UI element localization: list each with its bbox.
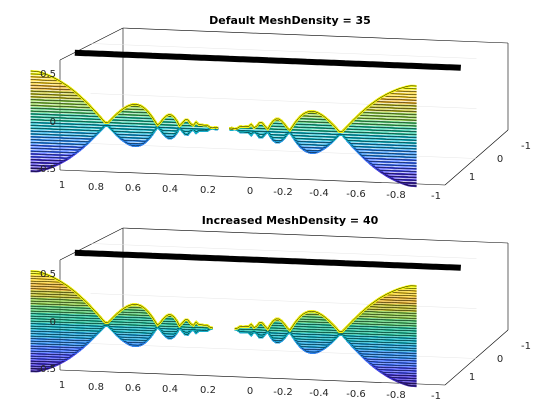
surface-contour-edge bbox=[30, 122, 417, 138]
x-tick-label: -0.8 bbox=[386, 190, 406, 201]
x-tick-label: 0.2 bbox=[200, 185, 216, 196]
y-tick-labels: -1 0 1 bbox=[469, 141, 531, 183]
y-tick-labels: -1 0 1 bbox=[469, 341, 531, 383]
x-tick-label: -0.4 bbox=[309, 188, 329, 199]
z-tick-label: -0.5 bbox=[36, 364, 56, 375]
chart-title: Default MeshDensity = 35 bbox=[209, 14, 371, 27]
subplot-2[interactable]: Increased MeshDensity = 40 1 0.8 0.6 0.4… bbox=[30, 214, 531, 402]
z-tick-label: 0 bbox=[50, 317, 56, 328]
x-tick-label: 0.6 bbox=[125, 183, 141, 194]
surface-contour-edge bbox=[30, 325, 417, 342]
surface-contour-edge bbox=[30, 116, 417, 133]
x-tick-label: 0.4 bbox=[162, 384, 178, 395]
y-tick-label: 0 bbox=[497, 154, 503, 165]
surface-top-edges bbox=[74, 249, 462, 271]
z-tick-labels: 0.5 0 -0.5 bbox=[36, 269, 56, 375]
x-tick-label: -0.6 bbox=[346, 189, 366, 200]
grid-line bbox=[90, 243, 477, 259]
x-tick-label: 0.2 bbox=[200, 385, 216, 396]
x-tick-labels: 1 0.8 0.6 0.4 0.2 0 -0.2 -0.4 -0.6 -0.8 … bbox=[59, 180, 441, 202]
surface-top-edges bbox=[74, 49, 462, 71]
x-tick-label: -1 bbox=[431, 191, 441, 202]
y-tick-label: 1 bbox=[469, 172, 475, 183]
grid-line bbox=[90, 143, 477, 159]
x-tick-label: 0.8 bbox=[88, 382, 104, 393]
y-tick-label: 0 bbox=[497, 354, 503, 365]
x-tick-label: -0.4 bbox=[309, 388, 329, 399]
surface-contour-edge bbox=[30, 70, 417, 132]
subplot-1[interactable]: Default MeshDensity = 35 1 0.8 0.6 0.4 0… bbox=[30, 14, 531, 202]
axes-box bbox=[59, 227, 509, 386]
z-tick-label: 0.5 bbox=[40, 269, 56, 280]
x-tick-label: 0.8 bbox=[88, 182, 104, 193]
surface-contour-edge bbox=[30, 320, 417, 337]
z-tick-label: 0.5 bbox=[40, 69, 56, 80]
surface-plot bbox=[30, 249, 462, 388]
x-tick-label: 0.4 bbox=[162, 184, 178, 195]
x-tick-label: -0.8 bbox=[386, 390, 406, 401]
grid-line bbox=[90, 43, 477, 59]
z-tick-label: 0 bbox=[50, 117, 56, 128]
axes-box bbox=[59, 27, 509, 186]
x-tick-label: 0 bbox=[247, 386, 253, 397]
x-tick-label: -0.6 bbox=[346, 389, 366, 400]
x-tick-label: 0 bbox=[247, 186, 253, 197]
y-tick-label: 1 bbox=[469, 372, 475, 383]
surface-contour-edge bbox=[30, 119, 417, 135]
surface-contour-edge bbox=[30, 323, 417, 339]
surface-contour-edge bbox=[30, 125, 417, 141]
z-tick-labels: 0.5 0 -0.5 bbox=[36, 69, 56, 175]
y-tick-label: -1 bbox=[521, 341, 531, 352]
surface-contour-edge bbox=[30, 125, 417, 144]
chart-title: Increased MeshDensity = 40 bbox=[202, 214, 379, 227]
x-tick-label: -0.2 bbox=[273, 387, 293, 398]
x-tick-label: -1 bbox=[431, 391, 441, 402]
x-tick-labels: 1 0.8 0.6 0.4 0.2 0 -0.2 -0.4 -0.6 -0.8 … bbox=[59, 380, 441, 402]
z-tick-label: -0.5 bbox=[36, 164, 56, 175]
x-tick-label: -0.2 bbox=[273, 187, 293, 198]
y-tick-label: -1 bbox=[521, 141, 531, 152]
x-tick-label: 1 bbox=[59, 380, 65, 391]
x-tick-label: 0.6 bbox=[125, 383, 141, 394]
surface-plot bbox=[30, 49, 462, 188]
x-tick-label: 1 bbox=[59, 180, 65, 191]
surface-contour-edge bbox=[30, 270, 417, 332]
